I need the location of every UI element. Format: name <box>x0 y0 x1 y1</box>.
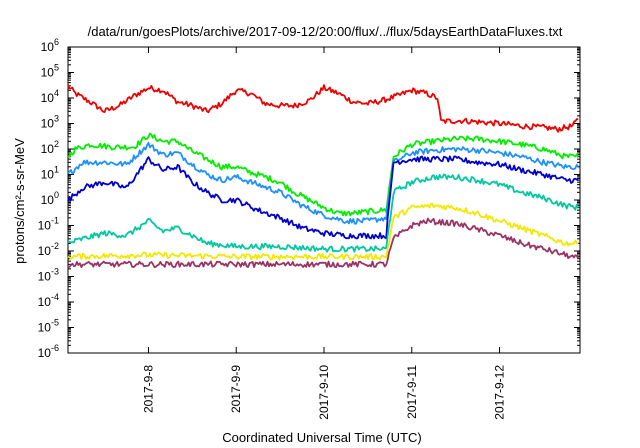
y-tick-label: 10-3 <box>38 267 59 284</box>
plot-frame <box>67 46 581 354</box>
y-tick-label: 105 <box>41 63 59 80</box>
x-tick-label: 2017-9-10 <box>317 365 331 420</box>
y-tick-exponent: -3 <box>51 267 59 277</box>
y-tick-label: 100 <box>41 190 59 207</box>
y-tick-exponent: -5 <box>51 318 59 328</box>
series-line-4 <box>67 155 579 240</box>
series-line-6 <box>67 202 579 261</box>
y-tick-label: 101 <box>41 165 59 182</box>
y-tick-exponent: -6 <box>51 343 59 353</box>
y-tick-exponent: 6 <box>54 37 59 47</box>
y-tick-label: 10-2 <box>38 241 59 258</box>
series-line-2 <box>67 132 579 217</box>
y-tick-exponent: 4 <box>54 88 59 98</box>
y-tick-label: 104 <box>41 88 59 105</box>
y-tick-label: 106 <box>41 37 59 54</box>
x-axis-label: Coordinated Universal Time (UTC) <box>222 430 421 445</box>
x-tick-label: 2017-9-12 <box>493 365 507 420</box>
y-tick-label: 103 <box>41 114 59 131</box>
y-tick-label: 10-4 <box>38 292 59 309</box>
series-layer <box>67 84 580 268</box>
y-tick-exponent: -2 <box>51 241 59 251</box>
series-line-1 <box>67 84 579 133</box>
y-tick-exponent: 3 <box>54 114 59 124</box>
y-tick-exponent: -4 <box>51 292 59 302</box>
y-tick-exponent: -1 <box>51 216 59 226</box>
y-axis-label: protons/cm²-s-sr-MeV <box>12 138 27 264</box>
y-tick-exponent: 5 <box>54 63 59 73</box>
y-tick-label: 10-5 <box>38 318 59 335</box>
x-tick-label: 2017-9-11 <box>405 365 419 419</box>
series-line-7 <box>67 217 580 268</box>
y-tick-exponent: 2 <box>54 139 59 149</box>
y-tick-label: 102 <box>41 139 59 156</box>
x-tick-label: 2017-9-9 <box>229 365 243 413</box>
y-tick-exponent: 1 <box>54 165 59 175</box>
x-tick-label: 2017-9-8 <box>141 365 155 413</box>
y-tick-label: 10-1 <box>38 216 59 233</box>
ticks-layer: 10-610-510-410-310-210-11001011021031041… <box>38 37 580 420</box>
y-tick-exponent: 0 <box>54 190 59 200</box>
series-line-3 <box>67 142 579 225</box>
series-line-5 <box>67 173 579 253</box>
chart-title: /data/run/goesPlots/archive/2017-09-12/2… <box>88 24 563 39</box>
y-tick-label: 10-6 <box>38 343 59 360</box>
